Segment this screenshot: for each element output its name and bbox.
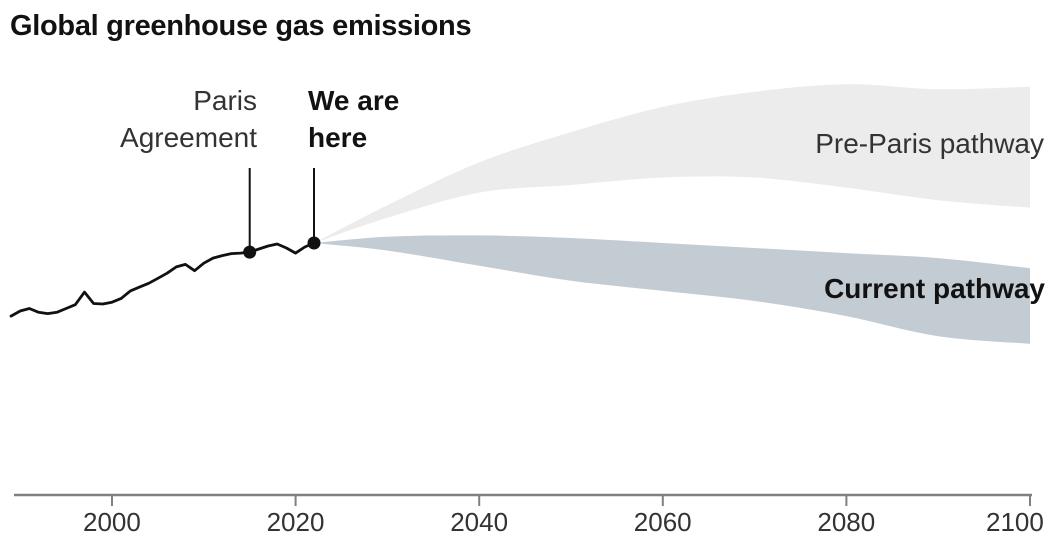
x-tick-label-2040: 2040 (450, 507, 509, 537)
annotation-here-line1: We are (308, 85, 400, 116)
historical-emissions-line (9, 241, 316, 318)
x-tick-label-2080: 2080 (817, 507, 876, 537)
pre-paris-band (314, 84, 1030, 243)
paris-agreement-dot (243, 245, 257, 259)
x-tick-label-2020: 2020 (266, 507, 325, 537)
current-pathway-band (314, 235, 1030, 344)
x-tick-label-2060: 2060 (633, 507, 692, 537)
x-tick-label-2100: 2100 (986, 507, 1044, 537)
x-tick-label-2000: 2000 (83, 507, 141, 537)
label-current-pathway: Current pathway (824, 273, 1045, 304)
annotation-paris-line1: Paris (193, 85, 257, 116)
annotation-paris-agreement: Paris Agreement (87, 82, 257, 156)
we-are-here-dot (307, 236, 321, 250)
annotation-here-line2: here (308, 122, 368, 153)
label-pre-paris-pathway: Pre-Paris pathway (815, 128, 1044, 159)
chart-title: Global greenhouse gas emissions (10, 10, 472, 42)
annotation-we-are-here: We are here (308, 82, 399, 156)
annotation-paris-line2: Agreement (120, 122, 257, 153)
